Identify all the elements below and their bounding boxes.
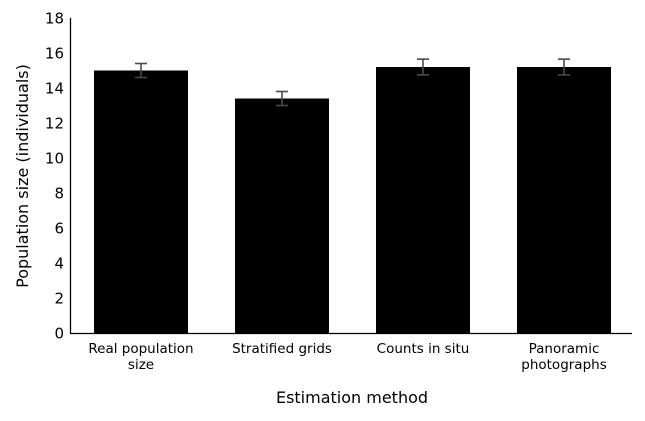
error-bar bbox=[417, 58, 429, 76]
x-tick-label: Counts in situ bbox=[377, 341, 470, 357]
x-tick-label-line: Panoramic bbox=[529, 341, 600, 357]
x-axis-title: Estimation method bbox=[276, 388, 428, 407]
x-tick-label-line: Counts in situ bbox=[377, 341, 470, 357]
y-tick-label: 16 bbox=[45, 45, 64, 63]
y-tick-label: 18 bbox=[45, 10, 64, 28]
axes-group bbox=[69, 18, 632, 335]
error-bar bbox=[135, 62, 147, 79]
y-tick-labels: 0 2 4 6 8 10 12 14 16 18 bbox=[45, 10, 64, 343]
y-tick-label: 2 bbox=[54, 290, 64, 308]
y-tick-label: 6 bbox=[54, 220, 64, 238]
bar bbox=[235, 98, 329, 333]
y-tick-label: 4 bbox=[54, 255, 64, 273]
bar bbox=[94, 70, 188, 333]
y-tick-label: 10 bbox=[45, 150, 64, 168]
error-bar bbox=[276, 90, 288, 107]
bar bbox=[376, 67, 470, 333]
y-tick-label: 12 bbox=[45, 115, 64, 133]
x-tick-label: Panoramic photographs bbox=[521, 341, 607, 373]
y-tick-label: 8 bbox=[54, 185, 64, 203]
error-bar bbox=[558, 58, 570, 76]
y-tick-label: 0 bbox=[54, 325, 64, 343]
bars-group bbox=[94, 67, 611, 333]
x-tick-label-line: Stratified grids bbox=[232, 341, 332, 357]
error-bars-group bbox=[135, 58, 570, 107]
y-axis-title: Population size (individuals) bbox=[13, 64, 32, 288]
x-tick-labels: Real population size Stratified grids Count… bbox=[88, 341, 606, 373]
bar bbox=[517, 67, 611, 333]
x-tick-label-line: photographs bbox=[521, 357, 607, 373]
x-tick-label-line: size bbox=[128, 357, 154, 373]
x-tick-label-line: Real population bbox=[88, 341, 193, 357]
x-tick-label: Real population size bbox=[88, 341, 193, 373]
x-tick-label: Stratified grids bbox=[232, 341, 332, 357]
y-tick-label: 14 bbox=[45, 80, 64, 98]
